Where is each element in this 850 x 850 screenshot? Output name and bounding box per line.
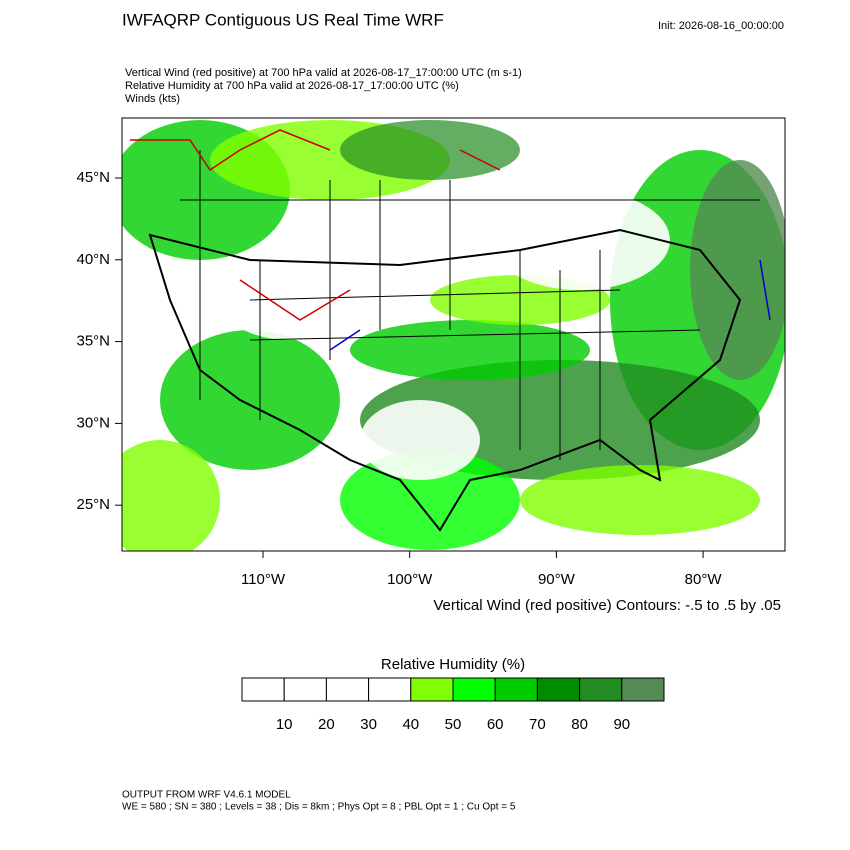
colorbar-label: 30 (360, 716, 377, 733)
footer-line: WE = 580 ; SN = 380 ; Levels = 38 ; Dis … (122, 802, 516, 813)
lat-tick-label: 30°N (76, 414, 110, 431)
field-line: Relative Humidity at 700 hPa valid at 20… (125, 80, 459, 92)
field-line: Winds (kts) (125, 93, 180, 105)
footer-line: OUTPUT FROM WRF V4.6.1 MODEL (122, 790, 291, 801)
colorbar-label: 90 (613, 716, 630, 733)
colorbar-label: 70 (529, 716, 546, 733)
lon-tick-label: 90°W (538, 571, 576, 588)
field-line: Vertical Wind (red positive) at 700 hPa … (125, 67, 522, 79)
map-frame (121, 117, 786, 552)
colorbar-label: 60 (487, 716, 504, 733)
lat-tick-label: 25°N (76, 496, 110, 513)
colorbar-label: 50 (445, 716, 462, 733)
colorbar-box (494, 677, 538, 702)
colorbar-label: 20 (318, 716, 335, 733)
lat-tick-label: 35°N (76, 333, 110, 350)
colorbar-box (410, 677, 454, 702)
colorbar-label: 40 (402, 716, 419, 733)
lat-tick-label: 40°N (76, 251, 110, 268)
lat-tick-label: 45°N (76, 169, 110, 186)
lon-tick-label: 110°W (241, 571, 286, 588)
colorbar-box (368, 677, 412, 702)
init-time: Init: 2026-08-16_00:00:00 (658, 20, 784, 32)
colorbar-box (283, 677, 327, 702)
colorbar-title: Relative Humidity (%) (381, 656, 525, 673)
lon-tick-label: 100°W (387, 571, 433, 588)
contour-note: Vertical Wind (red positive) Contours: -… (433, 597, 781, 614)
colorbar-label: 10 (276, 716, 293, 733)
lon-tick-label: 80°W (685, 571, 723, 588)
map-field (122, 118, 785, 551)
colorbar-box (241, 677, 285, 702)
colorbar-box (325, 677, 370, 702)
title: IWFAQRP Contiguous US Real Time WRF (122, 10, 444, 29)
colorbar-box (579, 677, 623, 702)
colorbar-label: 80 (571, 716, 588, 733)
colorbar-box (621, 677, 665, 702)
colorbar-box (536, 677, 581, 702)
colorbar-box (452, 677, 496, 702)
